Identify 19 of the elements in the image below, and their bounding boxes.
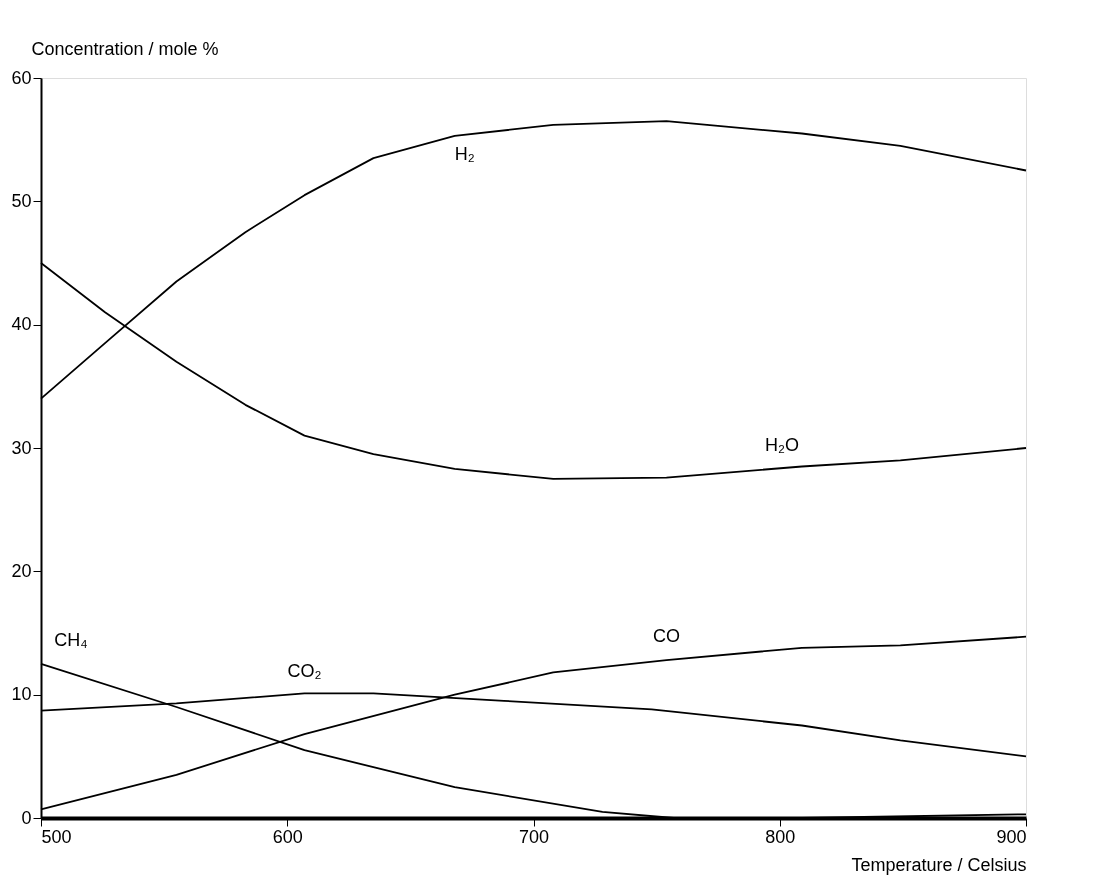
y-tick-label: 50	[11, 190, 32, 211]
x-tick-label: 500	[41, 826, 72, 847]
y-tick-label: 60	[11, 67, 32, 88]
series-label: CO₂	[287, 661, 322, 682]
x-tick-label: 900	[996, 826, 1027, 847]
y-tick-label: 20	[11, 560, 32, 581]
series-label: CO	[652, 626, 680, 647]
y-axis-title: Concentration / mole %	[31, 38, 219, 59]
y-tick-label: 10	[11, 684, 32, 705]
series-label: CH₄	[54, 629, 88, 650]
y-tick-label: 0	[21, 807, 32, 828]
y-tick-label: 40	[11, 314, 32, 335]
x-tick-label: 700	[518, 826, 550, 847]
series-label: H₂O	[764, 434, 799, 455]
x-tick-label: 600	[272, 826, 303, 847]
x-tick-label: 800	[765, 826, 796, 847]
y-tick-label: 30	[11, 437, 32, 458]
x-axis-title: Temperature / Celsius	[851, 854, 1027, 875]
series-label: H₂	[454, 143, 475, 164]
